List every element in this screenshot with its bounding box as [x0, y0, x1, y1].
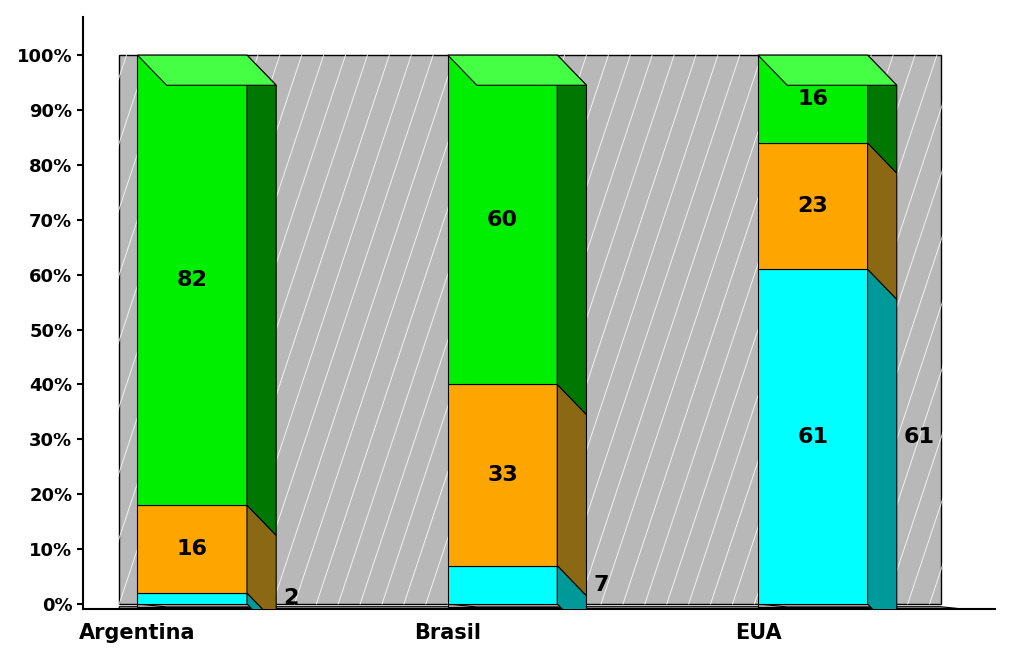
Text: 61: 61: [903, 426, 934, 447]
Polygon shape: [447, 384, 557, 566]
Polygon shape: [757, 604, 866, 607]
Polygon shape: [137, 604, 276, 607]
Text: 82: 82: [177, 270, 207, 290]
Text: 2: 2: [283, 589, 298, 609]
Polygon shape: [866, 55, 896, 173]
Polygon shape: [757, 55, 896, 85]
Polygon shape: [447, 55, 586, 85]
Polygon shape: [119, 55, 939, 604]
Polygon shape: [557, 604, 586, 610]
Polygon shape: [757, 55, 866, 143]
Text: 7: 7: [593, 575, 609, 595]
Polygon shape: [447, 566, 557, 604]
Polygon shape: [447, 604, 557, 607]
Polygon shape: [447, 604, 586, 607]
Polygon shape: [137, 55, 276, 85]
Text: 33: 33: [486, 465, 518, 485]
Polygon shape: [866, 269, 896, 634]
Polygon shape: [757, 143, 866, 269]
Polygon shape: [119, 607, 969, 610]
Text: 16: 16: [177, 539, 207, 559]
Polygon shape: [757, 269, 866, 604]
Polygon shape: [757, 604, 896, 607]
Text: 60: 60: [486, 210, 518, 230]
Text: 16: 16: [797, 89, 827, 109]
Polygon shape: [557, 566, 586, 634]
Polygon shape: [137, 593, 247, 604]
Polygon shape: [866, 143, 896, 300]
Polygon shape: [447, 55, 557, 384]
Polygon shape: [557, 55, 586, 414]
Polygon shape: [247, 55, 276, 535]
Polygon shape: [137, 604, 247, 607]
Polygon shape: [247, 505, 276, 623]
Text: 23: 23: [797, 196, 827, 216]
Text: 61: 61: [797, 426, 827, 447]
Polygon shape: [247, 604, 276, 610]
Polygon shape: [866, 604, 896, 610]
Polygon shape: [247, 593, 276, 634]
Polygon shape: [557, 384, 586, 596]
Polygon shape: [137, 505, 247, 593]
Polygon shape: [137, 55, 247, 505]
